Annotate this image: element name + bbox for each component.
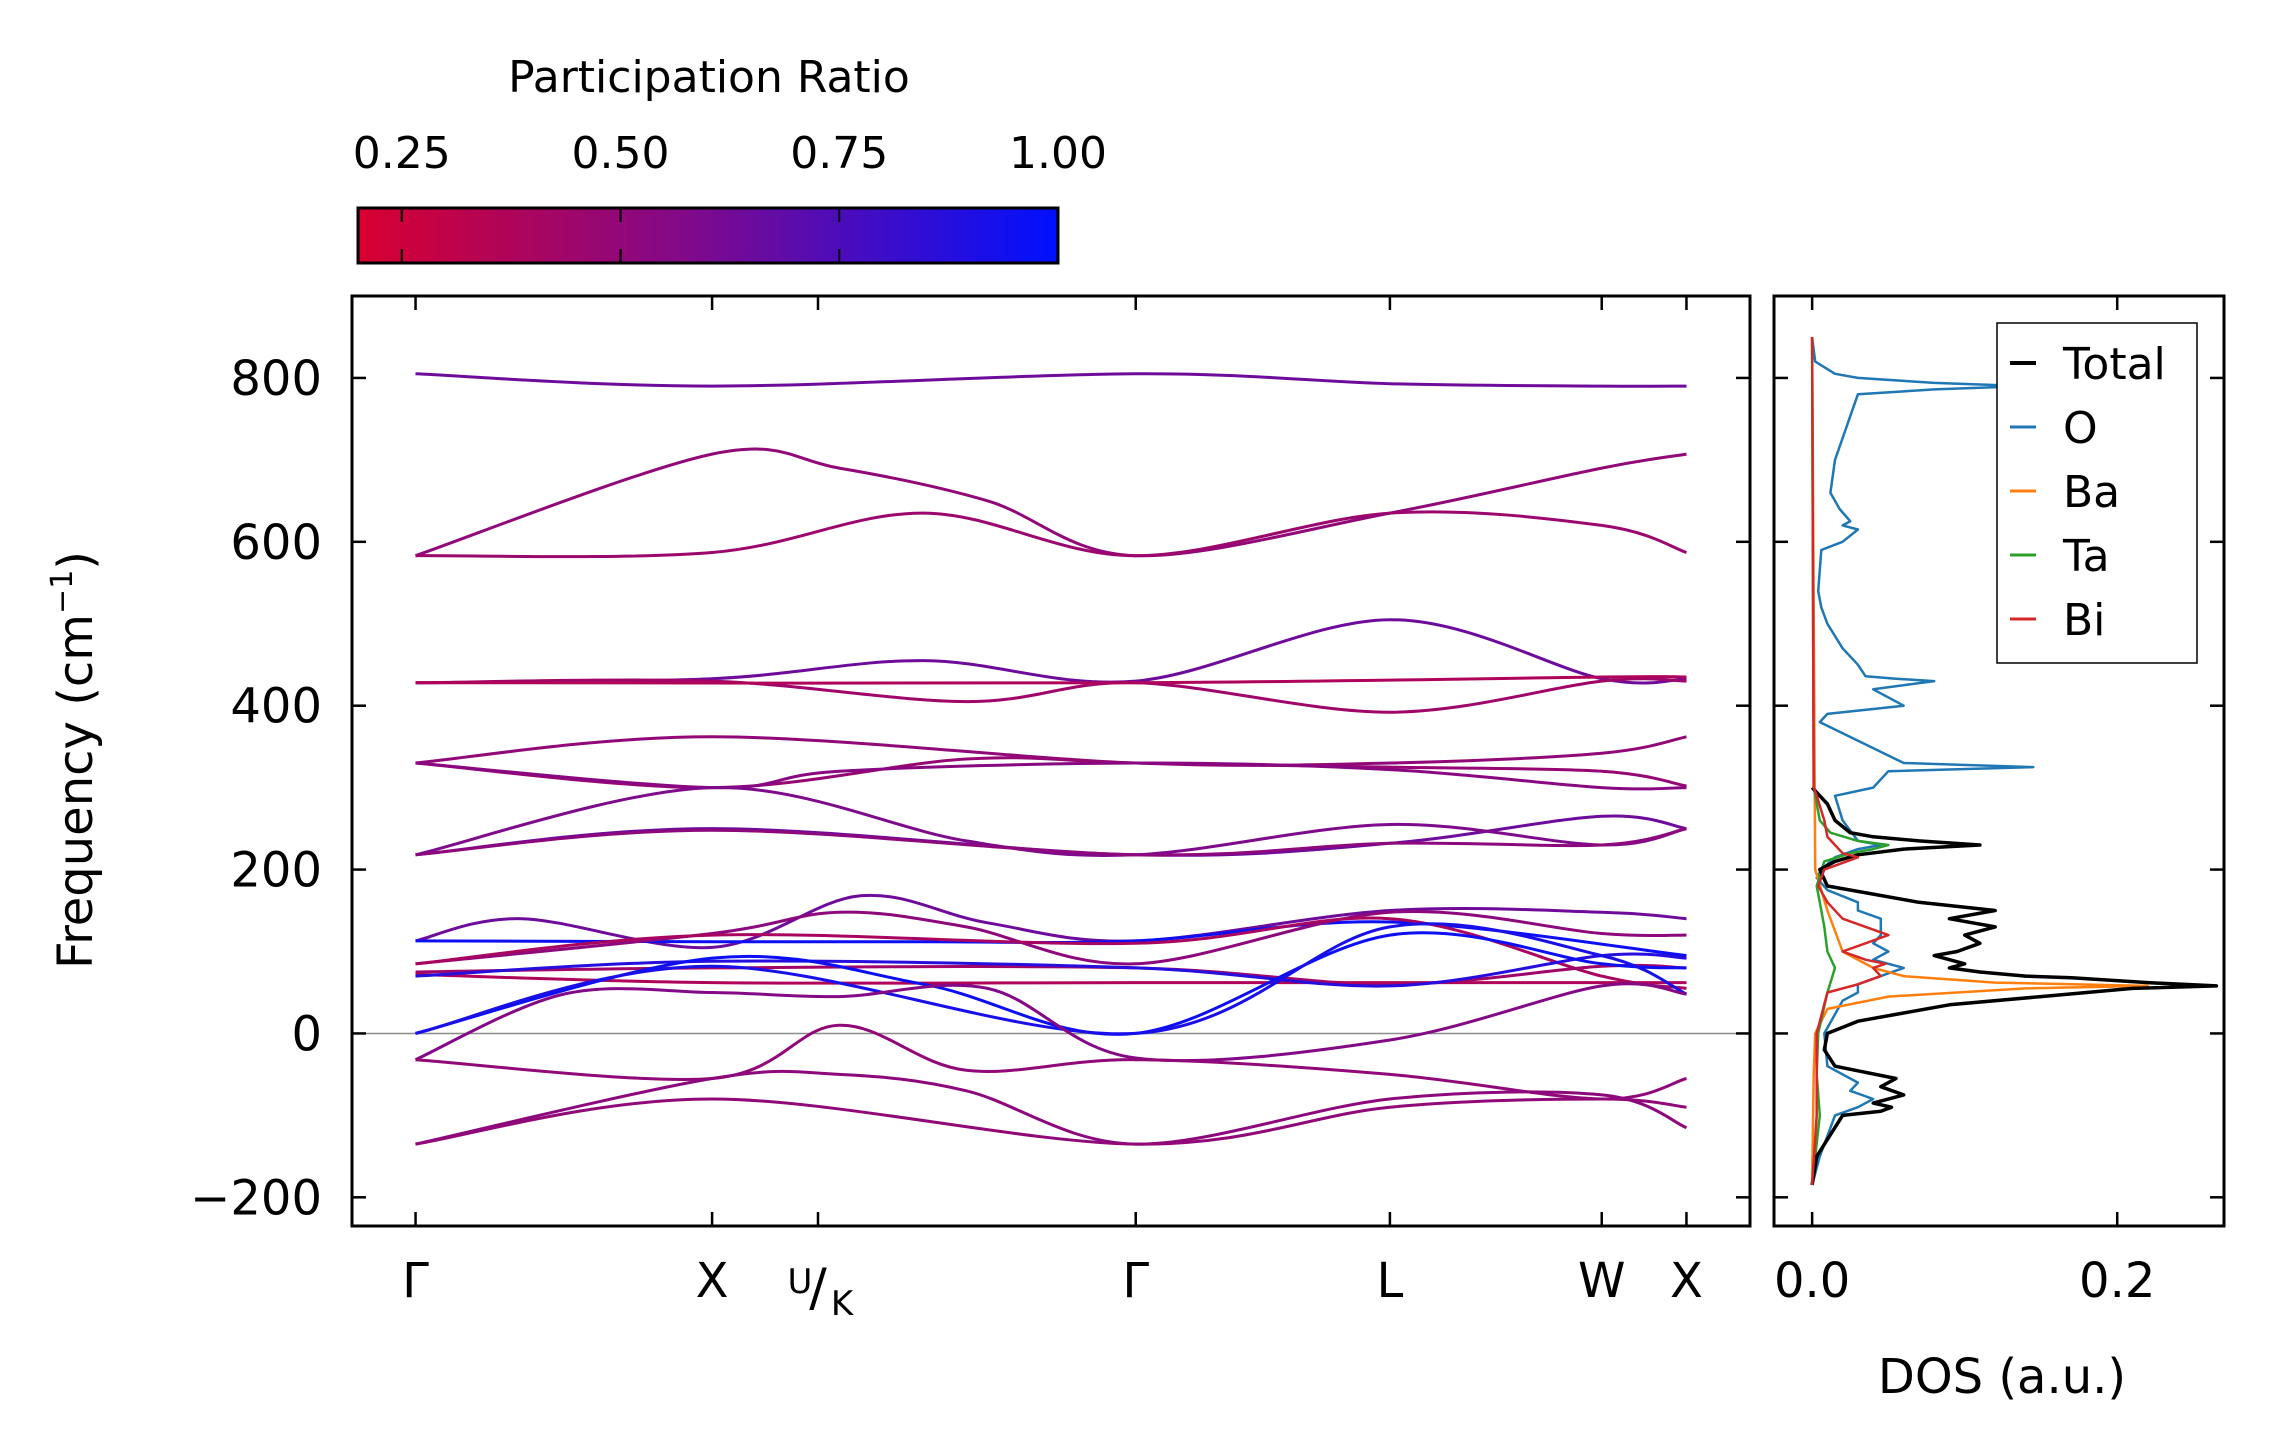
colorbar-gradient [356, 206, 1060, 265]
legend-label-o: O [2063, 403, 2098, 454]
phonon-band-b6 [415, 675, 1687, 685]
dos-line-bi [1810, 336, 1890, 1186]
phonon-band-b11 [415, 786, 1687, 857]
phonon-band-b9 [415, 761, 1687, 791]
kpoint-label: L [1377, 1253, 1404, 1309]
kpoint-label: W [1578, 1253, 1625, 1309]
colorbar-tick-label: 0.50 [572, 128, 670, 179]
dos-line-o [1810, 336, 2035, 1186]
band-ytick-label: 200 [230, 843, 322, 899]
dos-xtick-label: 0.0 [1774, 1253, 1850, 1309]
phonon-band-b3 [415, 510, 1687, 559]
phonon-band-b22 [414, 982, 1687, 1063]
kpoint-label: Γ [402, 1253, 429, 1309]
y-axis-label: Frequency (cm−1) [45, 551, 104, 969]
legend-label-ta: Ta [2062, 531, 2110, 582]
colorbar-tick-label: 1.00 [1009, 128, 1107, 179]
band-ytick-label: −200 [190, 1170, 322, 1226]
dos-panel: 0.0 0.2 DOS (a.u.) Total O Ba Ta Bi [1772, 294, 2226, 1405]
phonon-band-b15 [415, 910, 1687, 966]
dos-line-ta [1810, 336, 1890, 1186]
legend-box [1996, 322, 2198, 664]
phonon-band-b2 [415, 447, 1687, 558]
phonon-band-b24 [415, 1069, 1688, 1146]
phonon-band-b4 [415, 618, 1687, 685]
kpoint-label-slash: / [809, 1258, 827, 1318]
legend-label-ba: Ba [2063, 467, 2120, 518]
kpoint-label: X [1670, 1253, 1703, 1309]
colorbar: Participation Ratio 0.25 0.50 0.75 1.00 [353, 52, 1107, 265]
band-ytick-label: 400 [230, 679, 322, 735]
colorbar-tick-label: 0.75 [790, 128, 888, 179]
phonon-band-b7 [415, 735, 1687, 767]
kpoint-label-K: K [831, 1284, 855, 1324]
legend-label-bi: Bi [2063, 595, 2105, 646]
band-ytick-label: 800 [230, 351, 322, 407]
kpoint-label: X [696, 1253, 729, 1309]
y-axis-label-sup: −1 [45, 570, 80, 614]
legend-label-total: Total [2062, 339, 2166, 390]
kpoint-label-U: U [788, 1262, 813, 1302]
colorbar-title: Participation Ratio [508, 52, 910, 103]
dos-line-total [1810, 786, 2219, 1186]
phonon-band-b13 [415, 893, 1687, 950]
phonon-band-b25 [415, 1097, 1687, 1146]
phonon-band-b12 [415, 827, 1687, 857]
phonon-band-b23 [415, 1023, 1687, 1101]
dos-xtick-label: 0.2 [2079, 1253, 2155, 1309]
phonon-band-b8 [415, 756, 1687, 790]
dos-frame [1772, 294, 2226, 1228]
phonon-band-b21 [415, 922, 1688, 1036]
band-ytick-label: 0 [291, 1006, 322, 1062]
band-frame [350, 294, 1752, 1228]
band-ytick-label: 600 [230, 515, 322, 571]
legend: Total O Ba Ta Bi [1996, 322, 2198, 664]
kpoint-label: Γ [1122, 1253, 1149, 1309]
dos-x-axis-label: DOS (a.u.) [1878, 1349, 2126, 1405]
phonon-band-b1 [415, 372, 1687, 388]
colorbar-tick-label: 0.25 [353, 128, 451, 179]
